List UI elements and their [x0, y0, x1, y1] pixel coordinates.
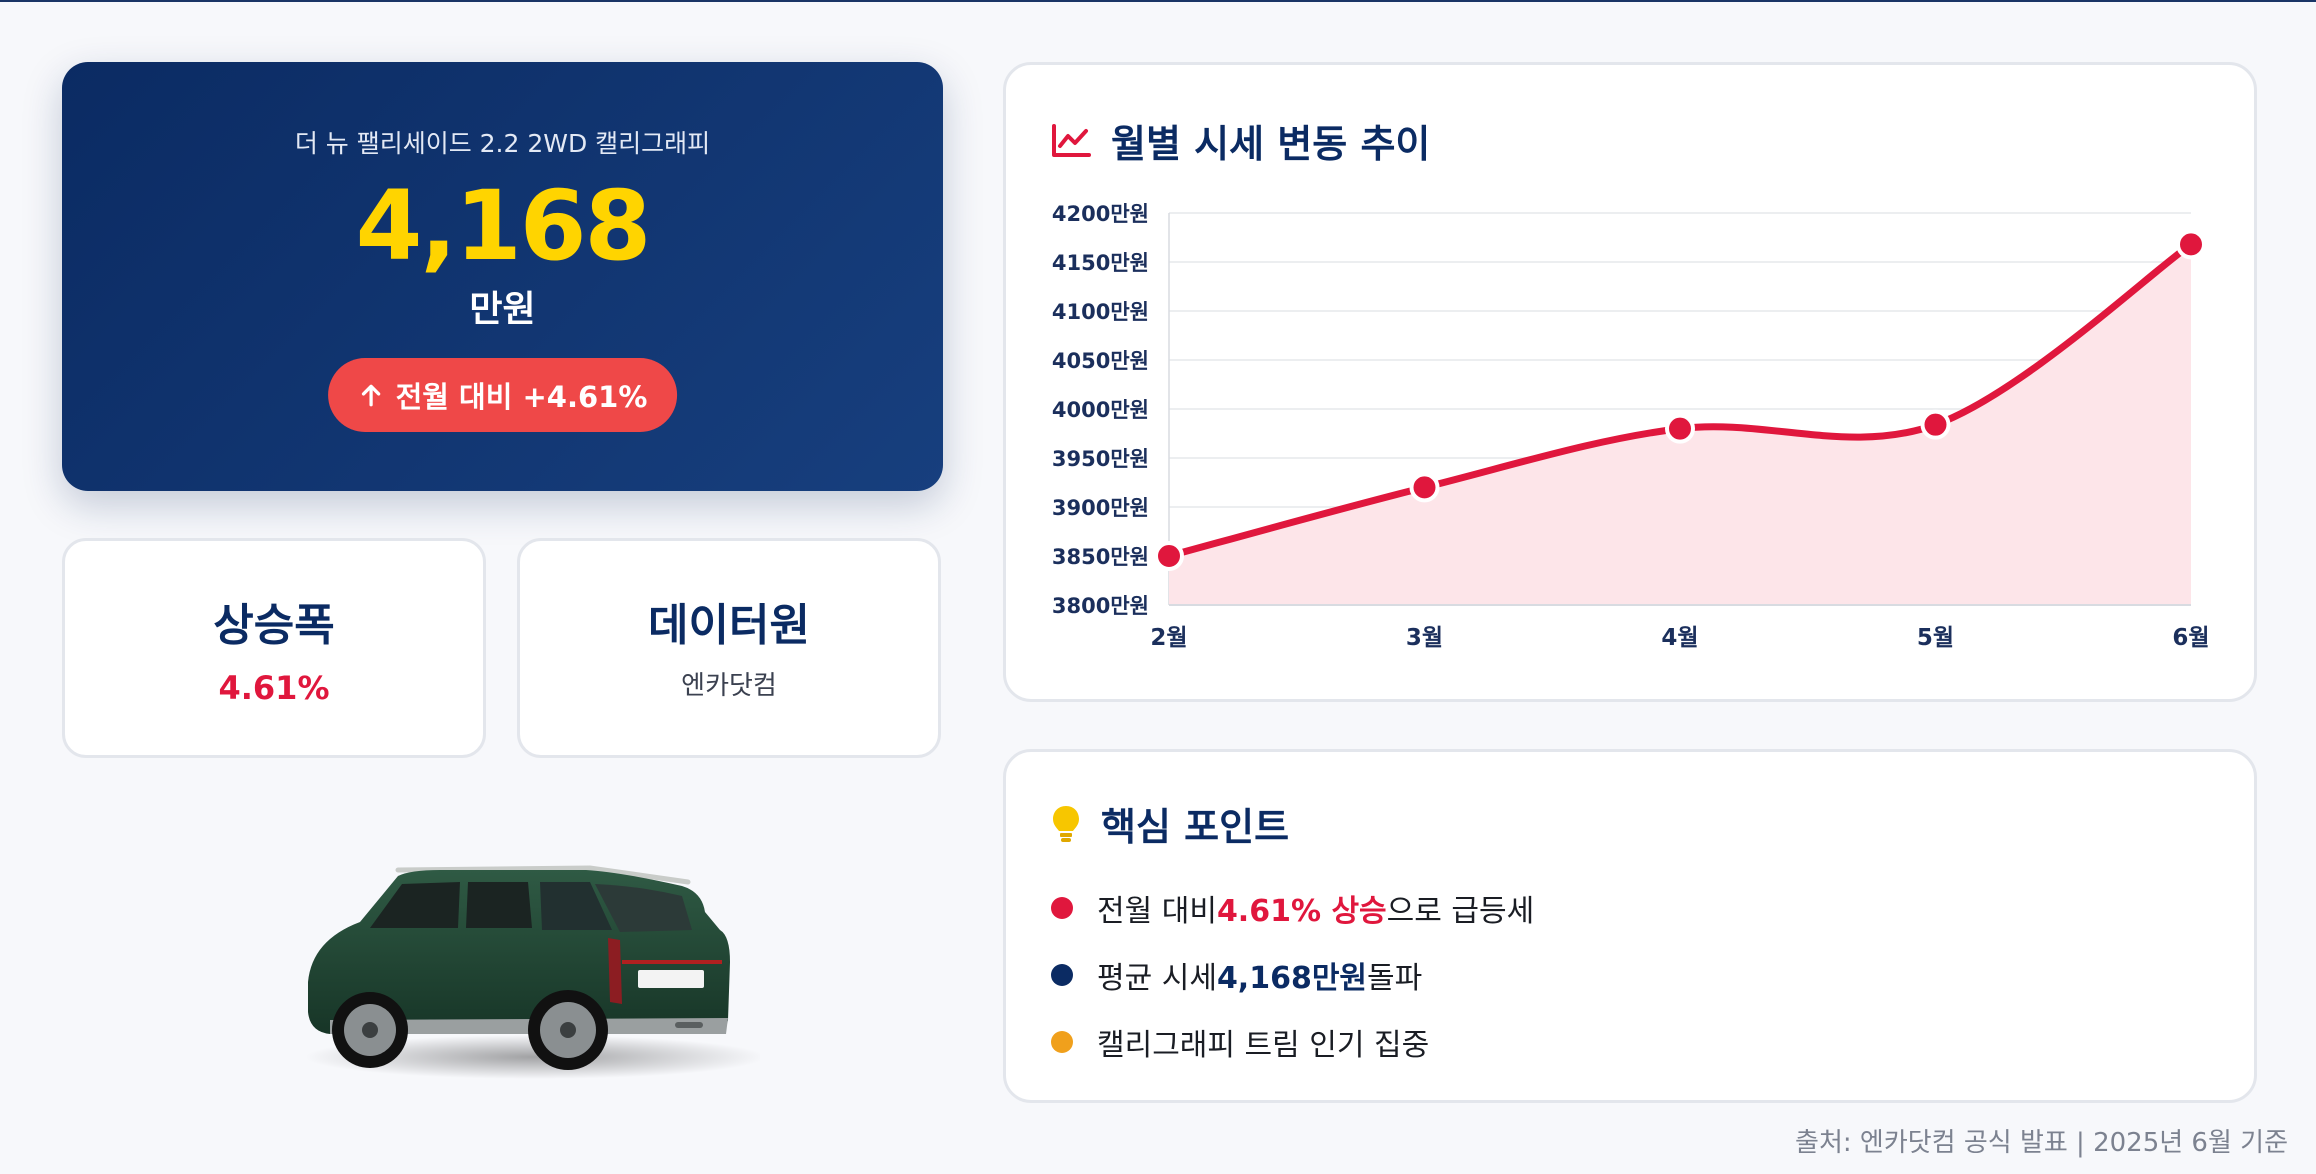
key-point-item: 전월 대비 4.61% 상승 으로 급등세 — [1051, 874, 1534, 941]
x-tick-label: 5월 — [1917, 625, 1954, 651]
price-card: 더 뉴 팰리세이드 2.2 2WD 캘리그래피 4,168 만원 전월 대비 +… — [62, 62, 943, 491]
data-point — [1665, 413, 1695, 444]
x-tick-label: 3월 — [1406, 625, 1443, 651]
x-tick-label: 2월 — [1150, 625, 1187, 651]
arrow-up-icon — [361, 384, 380, 407]
bullet-dot — [1051, 896, 1073, 919]
point-highlight: 4,168만원 — [1216, 960, 1368, 996]
change-badge: 전월 대비 +4.61% — [327, 358, 678, 432]
y-tick-label: 3950만원 — [1052, 447, 1149, 471]
chart-card-header: 월별 시세 변동 추이 — [1051, 113, 1430, 168]
lightbulb-icon — [1053, 805, 1079, 842]
point-text-prefix: 캘리그래피 트림 인기 집중 — [1097, 1027, 1430, 1063]
line-chart-icon — [1052, 123, 1091, 157]
point-highlight: 4.61% 상승 — [1216, 893, 1387, 929]
x-tick-label: 4월 — [1661, 625, 1698, 651]
key-point-item: 캘리그래피 트림 인기 집중 — [1051, 1008, 1534, 1075]
key-point-item: 평균 시세 4,168만원 돌파 — [1051, 941, 1534, 1008]
chart-card-title: 월별 시세 변동 추이 — [1111, 122, 1431, 166]
data-point — [2176, 229, 2206, 260]
car-image — [290, 852, 765, 1082]
x-tick-label: 6월 — [2172, 625, 2209, 651]
area-fill — [1169, 244, 2191, 606]
trim-name: 더 뉴 팰리세이드 2.2 2WD 캘리그래피 — [294, 129, 711, 158]
y-tick-label: 4050만원 — [1052, 349, 1149, 373]
stat-value: 4.61% — [218, 669, 330, 707]
key-points-card: 핵심 포인트 전월 대비 4.61% 상승 으로 급등세 평균 시세 4,168… — [1003, 749, 2257, 1103]
stat-card-source: 데이터원 엔카닷컴 — [517, 538, 941, 758]
y-tick-label: 4150만원 — [1052, 251, 1149, 275]
y-tick-label: 3900만원 — [1052, 496, 1149, 520]
price-trend-chart-card: 월별 시세 변동 추이 3800만원 3850만원 3900만원 3950만원 4000… — [1003, 62, 2257, 702]
y-tick-label: 4200만원 — [1052, 202, 1149, 226]
data-point — [1154, 541, 1184, 571]
price-unit: 만원 — [469, 289, 536, 330]
change-label: 전월 대비 +4.61% — [395, 380, 648, 414]
points-card-header: 핵심 포인트 — [1051, 796, 1289, 851]
bullet-dot — [1051, 1030, 1073, 1053]
point-text-prefix: 평균 시세 — [1097, 960, 1217, 996]
stat-title: 상승폭 — [213, 600, 335, 651]
points-card-title: 핵심 포인트 — [1101, 805, 1290, 849]
point-text-suffix: 돌파 — [1367, 960, 1423, 996]
price-value: 4,168 — [355, 170, 652, 282]
data-point — [1409, 472, 1440, 503]
y-tick-label: 4100만원 — [1052, 300, 1149, 324]
stat-value: 엔카닷컴 — [681, 671, 777, 701]
y-tick-label: 3800만원 — [1052, 594, 1149, 618]
y-tick-label: 4000만원 — [1052, 398, 1149, 422]
point-text-prefix: 전월 대비 — [1097, 893, 1217, 929]
key-points-list: 전월 대비 4.61% 상승 으로 급등세 평균 시세 4,168만원 돌파 캘… — [1051, 874, 1534, 1075]
suv-illustration — [305, 865, 765, 1079]
source-footer: 출처: 엔카닷컴 공식 발표 | 2025년 6월 기준 — [1795, 1128, 2288, 1158]
point-text-suffix: 으로 급등세 — [1386, 893, 1535, 929]
stat-title: 데이터원 — [648, 600, 810, 651]
y-tick-label: 3850만원 — [1052, 545, 1149, 569]
line-chart: 3800만원 3850만원 3900만원 3950만원 4000만원 4050만원 4100… — [1052, 202, 2210, 651]
stat-card-increase: 상승폭 4.61% — [62, 538, 486, 758]
bullet-dot — [1051, 963, 1073, 986]
data-point — [1920, 409, 1951, 440]
